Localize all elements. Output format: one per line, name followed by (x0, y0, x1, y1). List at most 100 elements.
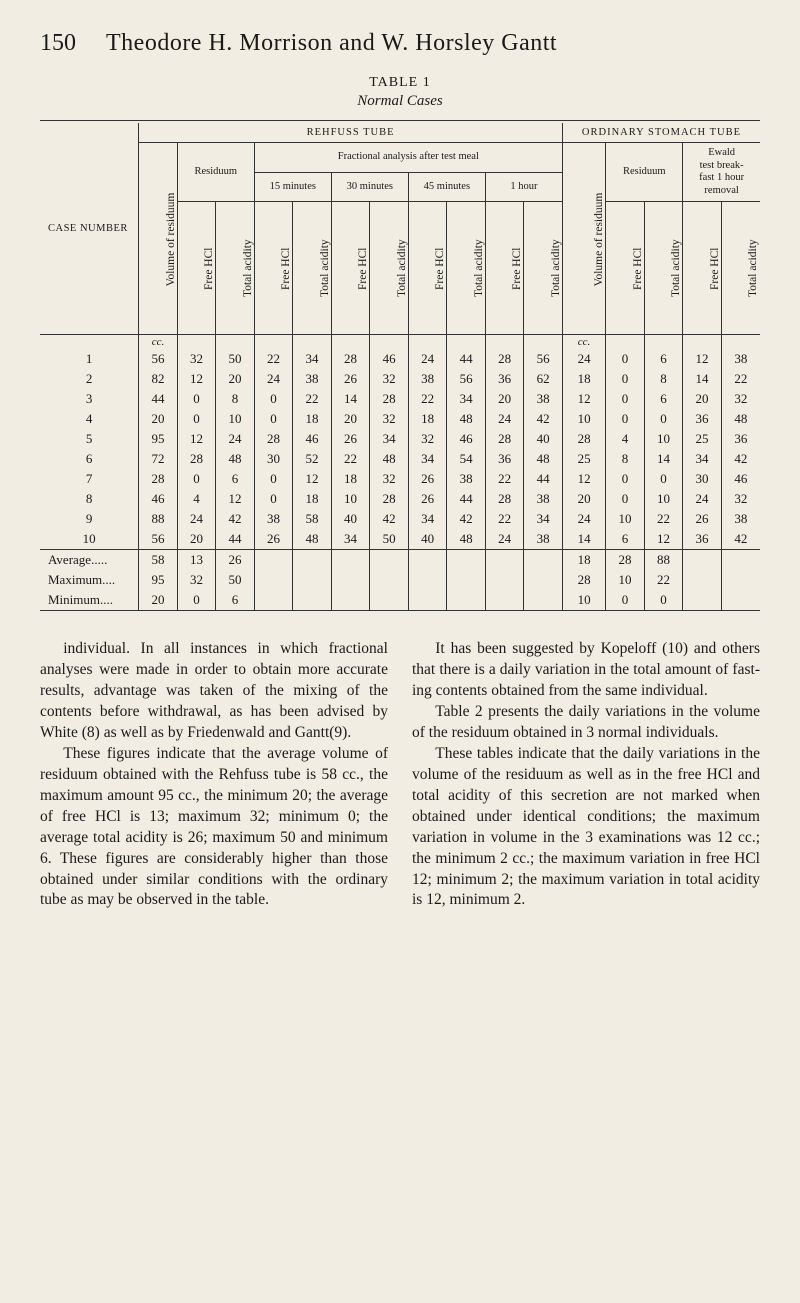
cell: 0 (644, 590, 683, 611)
summary-row: Average.....581326182888 (40, 550, 760, 571)
cell: 28 (370, 389, 409, 409)
cell: 48 (216, 449, 255, 469)
cell: 0 (177, 409, 216, 429)
cell: 46 (721, 469, 760, 489)
cell: 13 (177, 550, 216, 571)
cell: 40 (408, 529, 447, 550)
paragraph-4: Table 2 presents the daily variations in… (412, 702, 760, 744)
cell: 28 (606, 550, 645, 571)
cell: 36 (485, 449, 524, 469)
cell: 0 (177, 389, 216, 409)
t1h: 1 hour (485, 172, 562, 202)
cell: 4 (177, 489, 216, 509)
cell: 22 (721, 369, 760, 389)
cell: 36 (485, 369, 524, 389)
cell: 14 (562, 529, 605, 550)
cell (331, 550, 370, 571)
cell: 50 (370, 529, 409, 550)
cell: 38 (293, 369, 332, 389)
cell: 28 (485, 349, 524, 369)
cell: 22 (331, 449, 370, 469)
cell: 38 (447, 469, 486, 489)
cell: 40 (331, 509, 370, 529)
cell: 10 (606, 509, 645, 529)
cell: 34 (370, 429, 409, 449)
cell: 0 (177, 590, 216, 611)
table-row: 3440802214282234203812062032 (40, 389, 760, 409)
paragraph-3: It has been suggested by Kopeloff (10) a… (412, 639, 760, 702)
cell: 10 (216, 409, 255, 429)
paragraph-5: These tables indicate that the daily var… (412, 744, 760, 911)
rehfuss-header: REHFUSS TUBE (139, 123, 563, 143)
total-acid-2: Total acidity (293, 202, 332, 335)
cell: 42 (721, 449, 760, 469)
cell: 20 (331, 409, 370, 429)
cell: 72 (139, 449, 178, 469)
cell: 22 (254, 349, 293, 369)
cell: 32 (721, 489, 760, 509)
case-number: 2 (40, 369, 139, 389)
cell (254, 550, 293, 571)
cell: 95 (139, 429, 178, 449)
cell: 36 (683, 529, 722, 550)
cell: 22 (485, 469, 524, 489)
cell: 6 (644, 349, 683, 369)
table-row: 42001001820321848244210003648 (40, 409, 760, 429)
case-number: 4 (40, 409, 139, 429)
cell: 30 (683, 469, 722, 489)
cell: 12 (177, 369, 216, 389)
cell: 88 (139, 509, 178, 529)
cell: 0 (644, 469, 683, 489)
case-number: 7 (40, 469, 139, 489)
total-acid-1: Total acidity (216, 202, 255, 335)
cell: 28 (562, 570, 605, 590)
cell: 20 (139, 409, 178, 429)
case-number: 9 (40, 509, 139, 529)
cell: 36 (683, 409, 722, 429)
cell: 0 (644, 409, 683, 429)
cell: 62 (524, 369, 563, 389)
ewald-header: Ewald test break- fast 1 hour removal (683, 143, 760, 202)
cell: 0 (606, 590, 645, 611)
cell: 22 (408, 389, 447, 409)
cell: 0 (606, 349, 645, 369)
cell (447, 570, 486, 590)
table-subcaption: Normal Cases (40, 93, 760, 110)
cell: 0 (177, 469, 216, 489)
total-acid-7: Total acidity (721, 202, 760, 335)
cell: 24 (562, 509, 605, 529)
cell: 24 (254, 369, 293, 389)
cell: 32 (177, 570, 216, 590)
table-row: 846412018102826442838200102432 (40, 489, 760, 509)
cell: 82 (139, 369, 178, 389)
free-hcl-7: Free HCl (683, 202, 722, 335)
cell: 24 (408, 349, 447, 369)
cell: 20 (139, 590, 178, 611)
cell: 10 (644, 489, 683, 509)
cell: 25 (562, 449, 605, 469)
cell: 28 (562, 429, 605, 449)
vol-res-1: Volume of residuum (139, 143, 178, 335)
cell (683, 570, 722, 590)
cell: 42 (447, 509, 486, 529)
t15: 15 minutes (254, 172, 331, 202)
free-hcl-2: Free HCl (254, 202, 293, 335)
cell (721, 550, 760, 571)
cell: 52 (293, 449, 332, 469)
cell (370, 570, 409, 590)
table-caption: TABLE 1 (40, 75, 760, 91)
cell (370, 590, 409, 611)
free-hcl-6: Free HCl (606, 202, 645, 335)
cell: 6 (216, 469, 255, 489)
cell: 44 (139, 389, 178, 409)
cell (408, 550, 447, 571)
t30: 30 minutes (331, 172, 408, 202)
cell: 6 (644, 389, 683, 409)
cell: 0 (606, 489, 645, 509)
summary-row: Minimum....20061000 (40, 590, 760, 611)
cell (408, 570, 447, 590)
cell (447, 590, 486, 611)
cell: 12 (177, 429, 216, 449)
case-number: 3 (40, 389, 139, 409)
cell: 12 (562, 389, 605, 409)
